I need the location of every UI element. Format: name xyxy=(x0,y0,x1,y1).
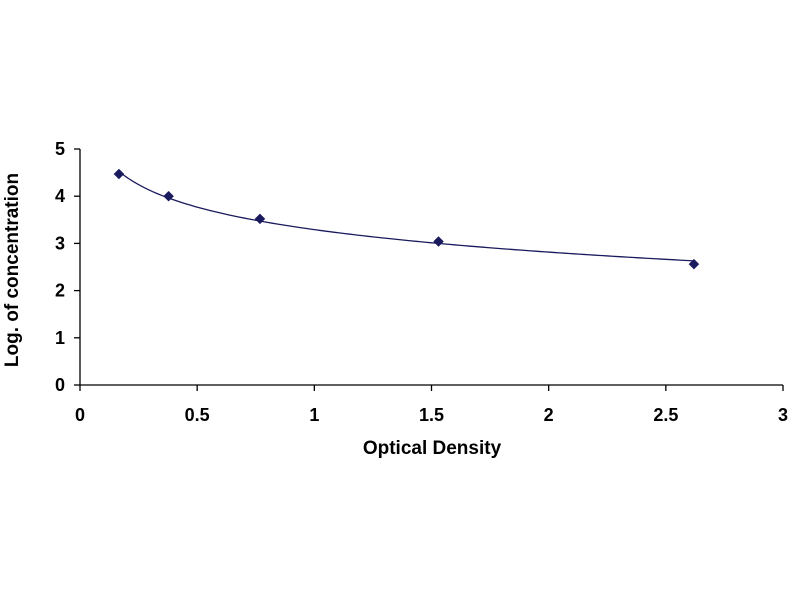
y-tick-label: 3 xyxy=(55,233,65,253)
axes: 0 1 2 3 4 5 0 0.5 1 1.5 2 2.5 3 xyxy=(55,139,788,425)
fit-curve xyxy=(118,170,694,262)
fit-curve-layer xyxy=(118,170,694,262)
x-tick-label: 0.5 xyxy=(185,405,210,425)
data-point xyxy=(113,168,125,180)
x-tick-label: 3 xyxy=(778,405,788,425)
x-axis-title: Optical Density xyxy=(363,438,502,459)
data-point xyxy=(433,236,444,247)
data-point xyxy=(688,258,700,270)
x-tick-label: 2 xyxy=(544,405,554,425)
y-tick-label: 4 xyxy=(55,186,65,206)
y-tick-label: 0 xyxy=(55,375,65,395)
x-tick-label: 0 xyxy=(75,405,85,425)
data-point xyxy=(254,213,266,225)
y-tick-label: 2 xyxy=(55,281,65,301)
x-tick-label: 1.5 xyxy=(419,405,444,425)
y-axis-title: Log. of concentration xyxy=(2,173,23,367)
data-point xyxy=(163,190,174,202)
x-tick-label: 2.5 xyxy=(653,405,678,425)
data-points-layer xyxy=(113,168,700,270)
x-tick-label: 1 xyxy=(309,405,319,425)
y-tick-label: 1 xyxy=(55,328,65,348)
y-tick-label: 5 xyxy=(55,139,65,159)
